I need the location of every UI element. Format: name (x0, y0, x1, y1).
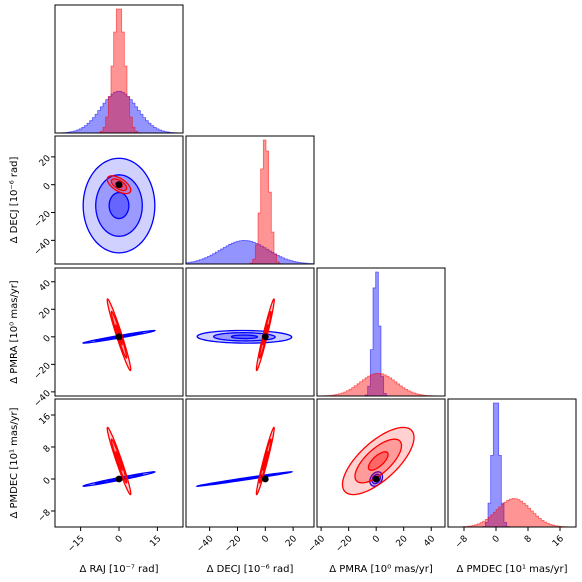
contour-blue-2-1-level-1 (212, 332, 276, 342)
truth-point-2-0 (115, 333, 123, 341)
x-axis-label-3: Δ PMDEC [10¹ mas/yr] (456, 564, 567, 575)
x-axis-label-2: Δ PMRA [10⁰ mas/yr] (329, 564, 433, 575)
contour-blue-1-0-level-0 (82, 157, 156, 254)
panel-frame-1-0 (54, 135, 184, 265)
x-axis-label-0: Δ RAJ [10⁻⁷ rad] (79, 564, 158, 575)
y-axis-label-1: Δ DECJ [10⁻⁶ rad] (9, 157, 20, 244)
contour-panel-3-0 (54, 398, 184, 528)
contour-red-3-2-level-1 (354, 438, 403, 484)
panel-frame-2-0 (54, 267, 184, 397)
contour-panel-2-0 (54, 267, 184, 397)
contour-layer-3-0 (82, 426, 156, 496)
truth-point-1-0 (115, 181, 123, 189)
x-tick-label-0-0: −15 (66, 534, 87, 555)
contour-layer-2-1 (196, 298, 293, 372)
panel-frame-3-2 (316, 398, 446, 528)
histogram-red-2 (316, 372, 446, 397)
histogram-red-0 (55, 8, 183, 134)
y-tick-label-2-1: −20 (32, 361, 53, 382)
panel-frame-2-2 (316, 267, 446, 397)
truth-point-3-0 (115, 475, 123, 483)
x-tick-label-1-0: −40 (195, 534, 216, 555)
x-axis-label-1: Δ DECJ [10⁻⁶ rad] (207, 564, 294, 575)
x-tick-label-0-1: 0 (114, 534, 125, 545)
panel-frame-3-3 (447, 398, 577, 528)
truth-point-2-1 (261, 333, 269, 341)
contour-blue-3-1-level-2 (229, 476, 259, 482)
contour-layer-2-0 (82, 298, 156, 372)
histogram-blue-1 (185, 240, 315, 265)
contour-red-3-2-level-0 (341, 426, 415, 496)
contour-red-3-1-level-2 (262, 451, 269, 471)
contour-blue-2-1-level-2 (230, 334, 259, 340)
histogram-panel-0 (54, 4, 184, 134)
y-tick-label-2-0: −40 (32, 389, 53, 410)
truth-point-3-2 (372, 475, 380, 483)
y-tick-label-1-3: 20 (38, 153, 53, 168)
histogram-red-3 (447, 498, 577, 528)
contour-layer-3-1 (195, 426, 294, 496)
contour-panel-2-1 (185, 267, 315, 397)
x-tick-label-3-2: 8 (523, 534, 534, 545)
y-tick-label-1-1: −20 (32, 209, 53, 230)
contour-red-3-2-level-2 (367, 451, 389, 471)
contour-red-3-0-level-2 (115, 451, 123, 471)
contour-layer-3-2 (341, 426, 415, 496)
x-tick-label-3-1: 0 (491, 534, 502, 545)
contour-red-3-0-level-0 (106, 426, 132, 496)
panel-frame-2-1 (185, 267, 315, 397)
contour-red-3-0-level-1 (110, 438, 128, 484)
panel-frame-3-1 (185, 398, 315, 528)
y-tick-label-1-2: 0 (42, 181, 53, 192)
y-axis-label-3: Δ PMDEC [10¹ mas/yr] (9, 407, 20, 518)
panel-frame-1-1 (185, 135, 315, 265)
x-tick-label-2-3: 20 (395, 534, 410, 549)
y-axis-label-2: Δ PMRA [10⁰ mas/yr] (9, 280, 20, 384)
y-tick-label-2-3: 20 (38, 306, 53, 321)
histogram-panel-1 (185, 135, 315, 265)
truth-point-3-1 (261, 475, 269, 483)
histogram-panel-3 (447, 398, 577, 528)
y-tick-label-2-4: 40 (38, 278, 53, 293)
contour-panel-3-2 (316, 398, 446, 528)
y-tick-label-3-2: 8 (42, 444, 53, 455)
y-tick-label-1-0: −40 (32, 237, 53, 258)
histogram-panel-2 (316, 267, 446, 397)
y-tick-label-2-2: 0 (42, 333, 53, 344)
panel-frame-0-0 (54, 4, 184, 134)
contour-panel-1-0 (54, 135, 184, 265)
x-tick-label-1-2: 0 (260, 534, 271, 545)
y-tick-label-3-3: 16 (38, 412, 53, 427)
x-tick-label-1-3: 20 (284, 534, 299, 549)
contour-layer-1-0 (82, 157, 156, 254)
contour-blue-1-0-level-2 (108, 191, 130, 220)
x-tick-label-2-2: 0 (371, 534, 382, 545)
x-tick-label-1-1: −20 (223, 534, 244, 555)
y-tick-label-3-1: 0 (42, 476, 53, 487)
x-tick-label-3-3: 16 (551, 534, 566, 549)
x-tick-label-0-2: 15 (148, 534, 163, 549)
x-tick-label-2-0: −40 (307, 534, 328, 555)
x-tick-label-3-0: −8 (454, 534, 471, 551)
contour-panel-3-1 (185, 398, 315, 528)
histogram-blue-0 (54, 90, 184, 134)
x-tick-label-2-4: 40 (422, 534, 437, 549)
x-tick-label-2-1: −20 (334, 534, 355, 555)
y-tick-label-3-0: −8 (36, 508, 53, 525)
